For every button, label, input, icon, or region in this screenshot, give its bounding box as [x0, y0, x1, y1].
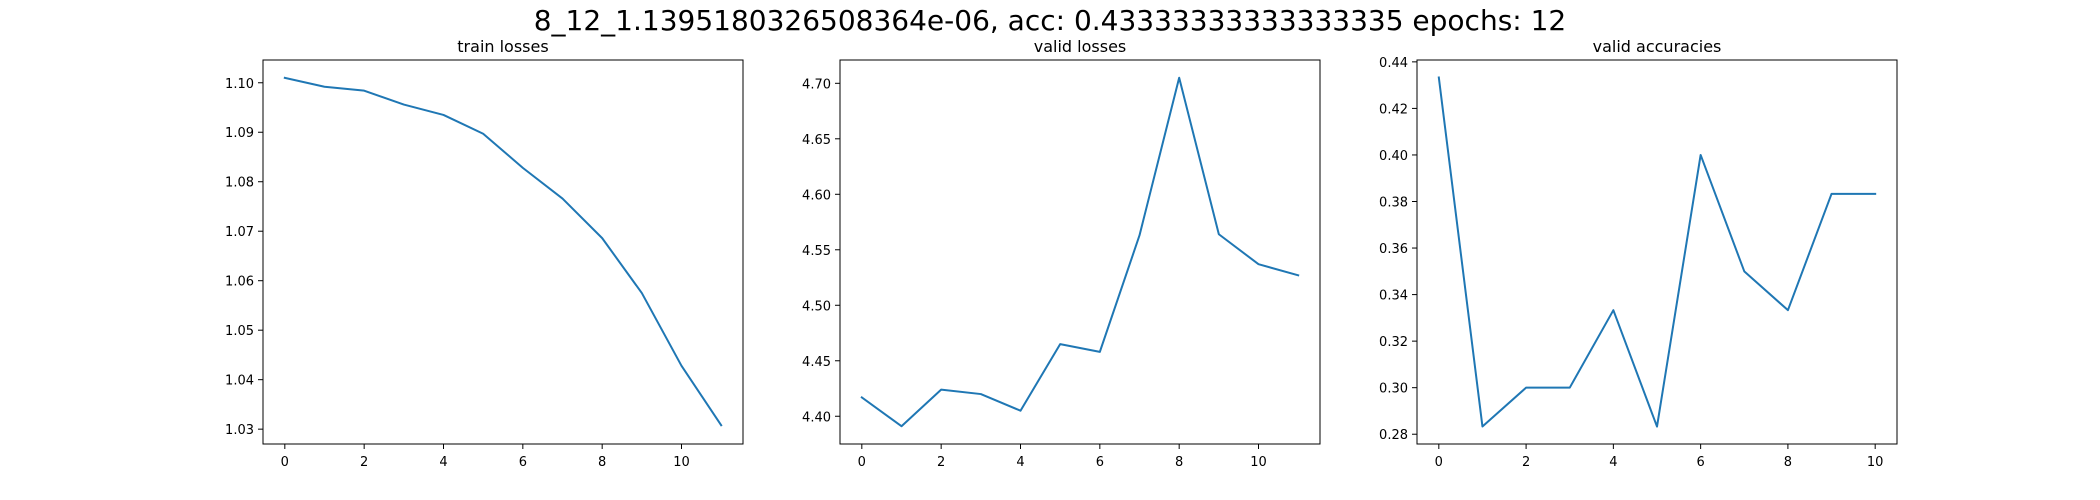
train-losses-y-tick-label: 1.04 — [225, 374, 254, 389]
train-losses-axes-frame — [262, 59, 744, 445]
valid-accuracies-y-tick-label: 0.42 — [1379, 102, 1408, 117]
train-losses-y-tick-label: 1.07 — [225, 225, 254, 240]
train-losses-x-tick-label: 6 — [519, 455, 527, 470]
train-losses-x-tick-label: 2 — [360, 455, 368, 470]
valid-losses-panel: valid losses 0 2 4 6 8 10 4.40 4.45 4.50 4.55 4.60 4… — [802, 37, 1321, 470]
valid-accuracies-x-tick-label: 4 — [1609, 455, 1617, 470]
valid-losses-y-tick-label: 4.65 — [802, 133, 831, 148]
valid-accuracies-x-tick-label: 2 — [1522, 455, 1530, 470]
valid-accuracies-y-tick-label: 0.28 — [1379, 428, 1408, 443]
valid-accuracies-y-tick-label: 0.30 — [1379, 382, 1408, 397]
train-losses-y-tick-label: 1.05 — [225, 324, 254, 339]
valid-losses-x-tick-label: 4 — [1016, 455, 1024, 470]
valid-accuracies-x-tick-label: 6 — [1696, 455, 1704, 470]
train-losses-series-line — [283, 76, 723, 427]
train-losses-x-tick-label: 4 — [439, 455, 447, 470]
valid-losses-y-tick-label: 4.50 — [802, 299, 831, 314]
train-losses-y-tick-label: 1.06 — [225, 275, 254, 290]
valid-accuracies-panel: valid accuracies 0 2 4 6 8 10 0.28 0.30 0.32 0.34 0… — [1379, 37, 1898, 470]
train-losses-x-tick-label: 8 — [598, 455, 606, 470]
valid-accuracies-y-tick-label: 0.36 — [1379, 242, 1408, 257]
train-losses-y-tick-label: 1.09 — [225, 126, 254, 141]
valid-accuracies-y-tick-label: 0.44 — [1379, 56, 1408, 71]
valid-accuracies-x-tick-label: 10 — [1867, 455, 1884, 470]
valid-losses-title: valid losses — [1034, 37, 1127, 56]
valid-losses-x-tick-label: 6 — [1096, 455, 1104, 470]
train-losses-y-tick-label: 1.03 — [225, 423, 254, 438]
valid-losses-y-tick-label: 4.40 — [802, 410, 831, 425]
valid-losses-x-tick-label: 8 — [1175, 455, 1183, 470]
valid-losses-x-tick-label: 2 — [937, 455, 945, 470]
valid-losses-x-tick-label: 0 — [858, 455, 866, 470]
valid-accuracies-y-tick-label: 0.32 — [1379, 335, 1408, 350]
train-losses-y-tick-label: 1.08 — [225, 176, 254, 191]
figure-suptitle: 8_12_1.1395180326508364e-06, acc: 0.4333… — [533, 4, 1567, 37]
valid-accuracies-series-line — [1437, 76, 1877, 428]
train-losses-title: train losses — [457, 37, 548, 56]
valid-accuracies-x-tick-label: 0 — [1435, 455, 1443, 470]
valid-losses-x-tick-label: 10 — [1250, 455, 1267, 470]
train-losses-x-tick-label: 0 — [281, 455, 289, 470]
valid-losses-series-line — [860, 76, 1300, 428]
valid-accuracies-y-tick-label: 0.38 — [1379, 195, 1408, 210]
valid-losses-y-tick-label: 4.45 — [802, 355, 831, 370]
valid-accuracies-y-tick-label: 0.40 — [1379, 149, 1408, 164]
valid-accuracies-title: valid accuracies — [1593, 37, 1722, 56]
valid-accuracies-axes-frame — [1416, 59, 1898, 445]
valid-losses-y-tick-label: 4.70 — [802, 77, 831, 92]
train-losses-y-tick-label: 1.10 — [225, 77, 254, 92]
valid-losses-y-tick-label: 4.55 — [802, 244, 831, 259]
train-losses-panel: train losses 0 2 4 6 8 10 1.03 1.04 1.05 1.06 1.07 1… — [225, 37, 744, 470]
valid-accuracies-x-tick-label: 8 — [1784, 455, 1792, 470]
valid-losses-axes-frame — [839, 59, 1321, 445]
valid-accuracies-y-tick-label: 0.34 — [1379, 289, 1408, 304]
train-losses-x-tick-label: 10 — [673, 455, 690, 470]
valid-losses-y-tick-label: 4.60 — [802, 188, 831, 203]
